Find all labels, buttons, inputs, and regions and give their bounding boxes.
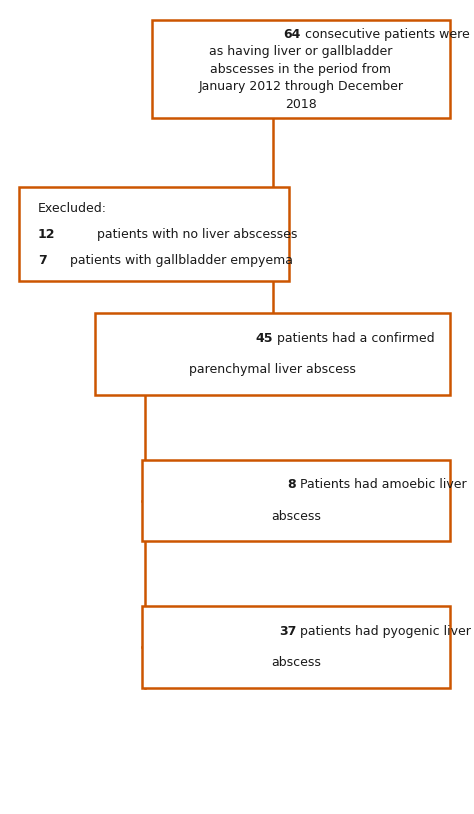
Text: January 2012 through December: January 2012 through December — [199, 80, 403, 93]
Text: abscesses in the period from: abscesses in the period from — [210, 63, 392, 76]
Text: parenchymal liver abscess: parenchymal liver abscess — [189, 363, 356, 376]
Text: abscess: abscess — [271, 510, 321, 523]
FancyBboxPatch shape — [152, 20, 450, 118]
Text: 37: 37 — [279, 625, 296, 638]
Text: 12: 12 — [38, 228, 55, 240]
Text: 8: 8 — [288, 479, 296, 492]
Text: patients with gallbladder empyema: patients with gallbladder empyema — [65, 253, 292, 266]
FancyBboxPatch shape — [142, 460, 450, 541]
Text: consecutive patients were coded: consecutive patients were coded — [301, 28, 474, 41]
Text: 7: 7 — [38, 253, 46, 266]
FancyBboxPatch shape — [19, 187, 289, 281]
Text: abscess: abscess — [271, 656, 321, 669]
FancyBboxPatch shape — [95, 313, 450, 395]
Text: 2018: 2018 — [285, 98, 317, 111]
Text: Patients had amoebic liver: Patients had amoebic liver — [296, 479, 467, 492]
Text: patients had pyogenic liver: patients had pyogenic liver — [296, 625, 471, 638]
Text: 45: 45 — [255, 332, 273, 345]
Text: patients had a confirmed: patients had a confirmed — [273, 332, 434, 345]
Text: 64: 64 — [283, 28, 301, 41]
Text: Execluded:: Execluded: — [38, 202, 107, 215]
Text: patients with no liver abscesses: patients with no liver abscesses — [93, 228, 298, 240]
FancyBboxPatch shape — [142, 606, 450, 688]
Text: as having liver or gallbladder: as having liver or gallbladder — [210, 46, 392, 59]
